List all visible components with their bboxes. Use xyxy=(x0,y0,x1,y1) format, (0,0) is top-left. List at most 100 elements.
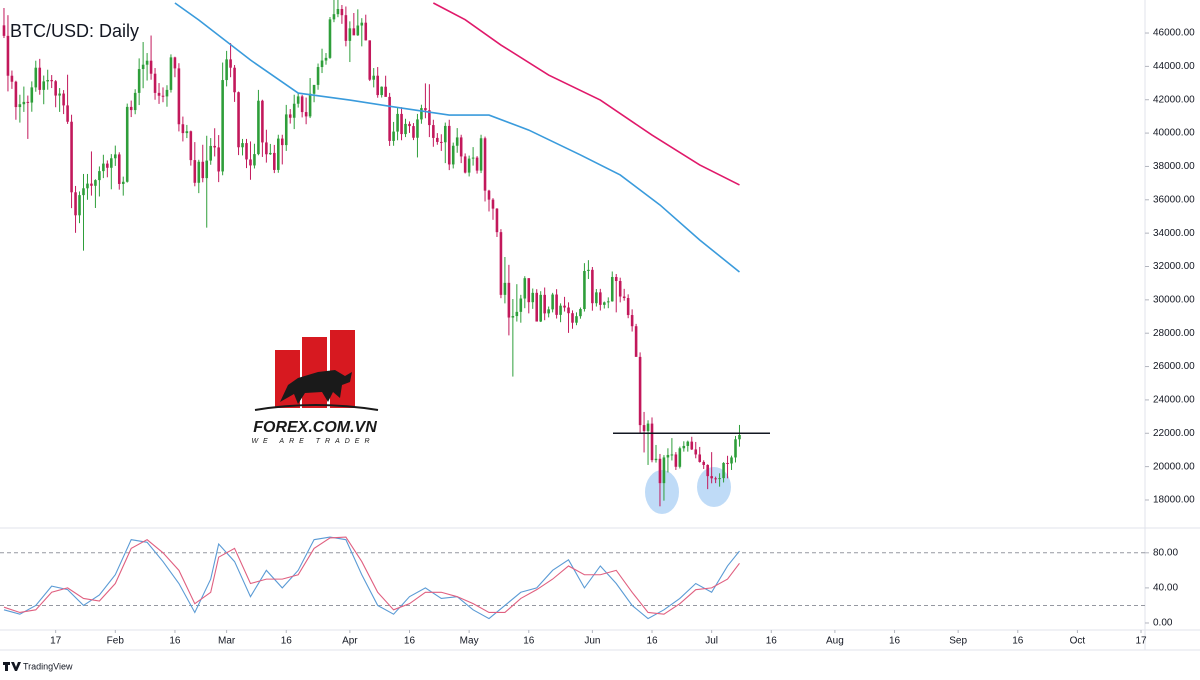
x-tick-label: 16 xyxy=(281,636,293,647)
y-tick-label: 28000.00 xyxy=(1153,328,1195,339)
x-tick-label: 16 xyxy=(523,636,535,647)
candle-body xyxy=(280,138,284,146)
candle-body xyxy=(443,125,447,143)
candle-body xyxy=(284,114,288,146)
candle-body xyxy=(129,106,133,111)
candle-body xyxy=(511,316,515,318)
candle-body xyxy=(372,75,376,80)
highlight-circle xyxy=(697,467,731,507)
candle-body xyxy=(694,449,698,455)
candle-body xyxy=(62,93,65,106)
candle-body xyxy=(125,106,129,182)
candle-body xyxy=(344,15,348,41)
candle-body xyxy=(201,161,205,179)
candle-body xyxy=(432,125,435,138)
candle-body xyxy=(622,296,626,299)
y-tick-label: 18000.00 xyxy=(1153,495,1195,506)
x-tick-label: 16 xyxy=(169,636,181,647)
candle-body xyxy=(197,161,201,183)
candle-body xyxy=(340,9,344,16)
candle-body xyxy=(424,108,427,111)
tv-icon xyxy=(3,662,21,671)
candle-body xyxy=(42,81,46,90)
candle-body xyxy=(213,145,216,148)
candle-body xyxy=(420,108,423,120)
y-tick-label: 46000.00 xyxy=(1153,28,1195,39)
candle-body xyxy=(185,131,189,134)
candle-body xyxy=(241,143,244,148)
x-tick-label: Jun xyxy=(584,636,600,647)
candle-body xyxy=(396,113,399,132)
candle-body xyxy=(368,40,372,80)
x-tick-label: 16 xyxy=(404,636,416,647)
candle-body xyxy=(90,183,93,186)
logo-tagline: WE ARE TRADER xyxy=(251,438,374,445)
candle-body xyxy=(587,269,590,272)
candle-body xyxy=(678,448,682,467)
oscillator-line xyxy=(3,536,740,615)
candle-body xyxy=(277,138,280,170)
candle-body xyxy=(666,454,670,458)
oscillator-line xyxy=(3,536,740,620)
candle-body xyxy=(519,298,523,312)
candle-body xyxy=(157,92,161,96)
candle-body xyxy=(269,152,272,155)
candle-body xyxy=(50,80,53,82)
candle-body xyxy=(193,160,197,183)
candle-body xyxy=(670,454,674,456)
x-tick-label: 17 xyxy=(1135,636,1147,647)
candle-body xyxy=(591,269,594,304)
candle-body xyxy=(416,119,419,138)
candle-body xyxy=(563,305,566,308)
candle-body xyxy=(54,81,57,96)
candle-body xyxy=(173,57,177,69)
candle-body xyxy=(110,158,113,168)
y2-tick-label: 80.00 xyxy=(1153,547,1178,558)
candle-body xyxy=(74,192,77,216)
candle-body xyxy=(229,59,232,68)
candle-body xyxy=(527,278,531,303)
candle-body xyxy=(26,101,30,103)
candle-body xyxy=(718,478,721,480)
candle-body xyxy=(543,294,546,314)
candle-body xyxy=(257,100,260,155)
candle-body xyxy=(58,93,61,96)
y-tick-label: 34000.00 xyxy=(1153,228,1195,239)
candle-body xyxy=(46,80,50,82)
candle-body xyxy=(674,454,678,467)
candle-body xyxy=(328,19,332,58)
candle-body xyxy=(153,73,157,93)
candle-body xyxy=(555,294,558,315)
candle-body xyxy=(165,89,169,97)
logo-bar xyxy=(330,330,355,408)
candle-body xyxy=(698,454,702,462)
candle-body xyxy=(523,278,527,299)
candle-body xyxy=(2,25,6,36)
x-tick-label: 16 xyxy=(766,636,778,647)
candle-body xyxy=(356,25,360,36)
candle-body xyxy=(233,67,236,93)
candle-body xyxy=(610,277,614,302)
candle-body xyxy=(22,101,26,105)
candle-body xyxy=(292,103,296,118)
candle-body xyxy=(634,326,638,357)
candle-body xyxy=(459,137,463,157)
logo-brand: FOREX.COM.VN xyxy=(253,419,377,436)
y-tick-label: 36000.00 xyxy=(1153,194,1195,205)
candle-body xyxy=(253,154,256,166)
candle-body xyxy=(10,75,14,82)
candle-body xyxy=(531,292,535,303)
candle-body xyxy=(352,28,356,36)
candle-body xyxy=(249,159,252,166)
candle-body xyxy=(316,67,320,85)
candle-body xyxy=(495,208,499,233)
candle-body xyxy=(630,315,634,327)
candle-body xyxy=(491,199,495,209)
candle-body xyxy=(336,9,340,15)
candle-body xyxy=(686,441,690,446)
candle-body xyxy=(436,137,439,142)
candle-body xyxy=(86,183,89,189)
candle-body xyxy=(288,114,292,118)
x-tick-label: May xyxy=(460,636,479,647)
